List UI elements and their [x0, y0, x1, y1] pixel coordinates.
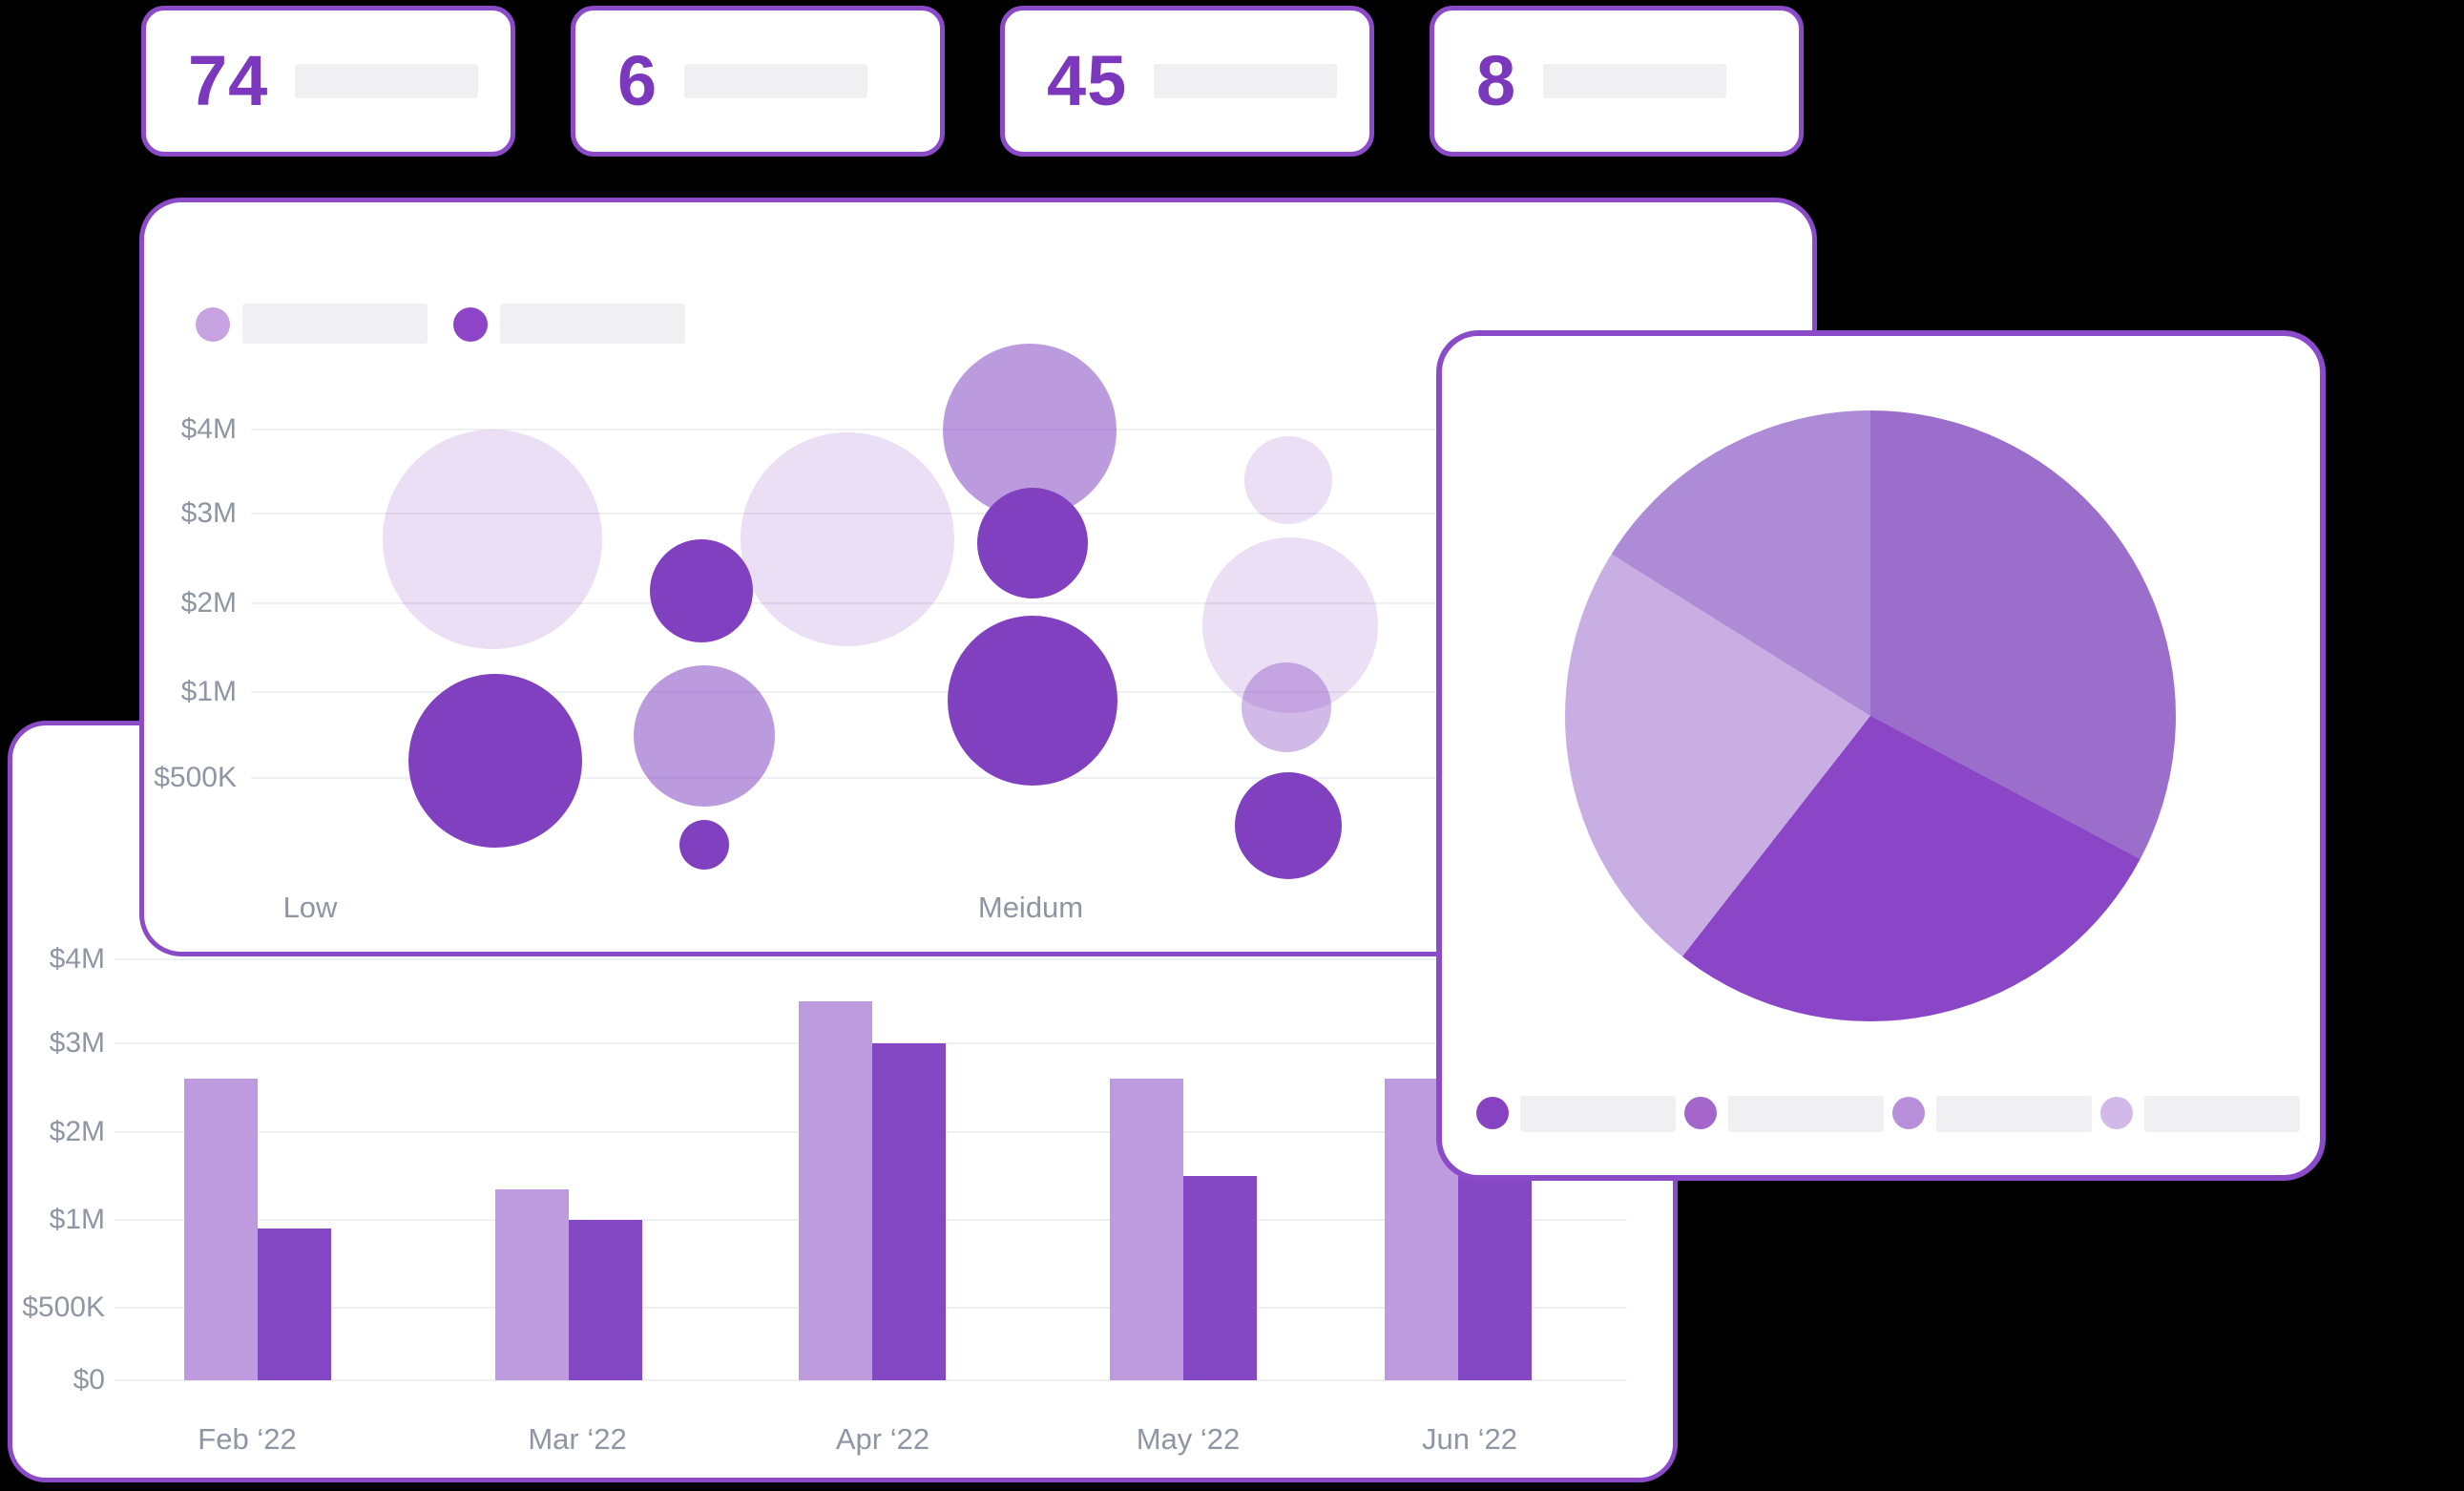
stat-value: 6 — [617, 41, 658, 120]
stat-label-placeholder — [1154, 64, 1338, 98]
bubble-datapoint — [650, 539, 753, 642]
bar-datapoint — [799, 1001, 872, 1380]
bar-datapoint — [569, 1220, 642, 1380]
x-axis-tick-label: Feb ‘22 — [198, 1422, 297, 1456]
y-axis-tick-label: $4M — [49, 943, 105, 975]
bar-datapoint — [872, 1043, 946, 1380]
pie-legend-dot — [1684, 1097, 1717, 1129]
x-axis-tick-label: Apr ‘22 — [835, 1422, 930, 1456]
stat-card-2: 6 — [571, 6, 945, 157]
pie-legend-dot — [1892, 1097, 1925, 1129]
pie-legend-dot — [1476, 1097, 1509, 1129]
bar-datapoint — [184, 1079, 258, 1380]
bubble-datapoint — [383, 430, 602, 649]
bar-datapoint — [1458, 1176, 1532, 1380]
gridline — [251, 602, 1764, 604]
bubble-datapoint — [977, 488, 1088, 598]
bubble-chart-plot: $4M $3M $2M $1M $500K Low Meidum — [144, 202, 1812, 952]
x-axis-tick-label: Meidum — [977, 891, 1084, 924]
legend-label-placeholder — [1936, 1096, 2092, 1132]
stat-label-placeholder — [1543, 64, 1727, 98]
stat-card-1: 74 — [141, 6, 515, 157]
pie-chart — [1565, 410, 2176, 1021]
pie-legend-dot — [2100, 1097, 2133, 1129]
stat-value: 45 — [1047, 41, 1128, 120]
x-axis-tick-label: Mar ‘22 — [528, 1422, 627, 1456]
bubble-legend-dot — [453, 307, 488, 342]
legend-label-placeholder — [1520, 1096, 1676, 1132]
x-axis-tick-label: Low — [282, 891, 338, 924]
bar-datapoint — [1110, 1079, 1183, 1380]
bubble-datapoint — [1244, 436, 1332, 524]
legend-label-placeholder — [1728, 1096, 1884, 1132]
y-axis-tick-label: $4M — [180, 413, 237, 445]
y-axis-tick-label: $1M — [180, 676, 237, 707]
bubble-datapoint — [408, 674, 582, 848]
bar-datapoint — [1183, 1176, 1257, 1380]
bubble-datapoint — [741, 432, 954, 646]
bubble-datapoint — [679, 820, 729, 870]
x-axis-tick-label: Jun ‘22 — [1422, 1422, 1517, 1456]
stat-label-placeholder — [295, 64, 479, 98]
y-axis-tick-label: $2M — [49, 1116, 105, 1147]
y-axis-tick-label: $500K — [154, 762, 237, 793]
gridline — [115, 1379, 1627, 1381]
bubble-datapoint — [948, 616, 1117, 786]
y-axis-tick-label: $1M — [49, 1204, 105, 1235]
y-axis-tick-label: $3M — [49, 1027, 105, 1059]
bubble-datapoint — [1242, 662, 1331, 752]
stat-label-placeholder — [684, 64, 868, 98]
bubble-datapoint — [1202, 537, 1378, 713]
bubble-datapoint — [1235, 772, 1342, 879]
legend-label-placeholder — [242, 304, 428, 344]
legend-label-placeholder — [2144, 1096, 2300, 1132]
y-axis-tick-label: $500K — [22, 1292, 105, 1323]
bubble-legend-dot — [196, 307, 230, 342]
stat-value: 8 — [1476, 41, 1517, 120]
stat-card-3: 45 — [1000, 6, 1374, 157]
stat-card-4: 8 — [1430, 6, 1804, 157]
stat-value: 74 — [188, 41, 269, 120]
bubble-datapoint — [634, 665, 775, 807]
y-axis-tick-label: $3M — [180, 497, 237, 529]
y-axis-tick-label: $2M — [180, 587, 237, 619]
gridline — [115, 958, 1627, 960]
bar-datapoint — [495, 1188, 569, 1380]
bar-datapoint — [258, 1228, 331, 1380]
y-axis-tick-label: $0 — [73, 1364, 105, 1396]
bar-chart-plot: $4M $3M $2M $1M $500K $0 Feb ‘22 Mar ‘22 Apr ‘22… — [12, 725, 1673, 1478]
legend-label-placeholder — [500, 304, 685, 344]
pie-chart-card — [1436, 330, 2326, 1181]
x-axis-tick-label: May ‘22 — [1136, 1422, 1241, 1456]
